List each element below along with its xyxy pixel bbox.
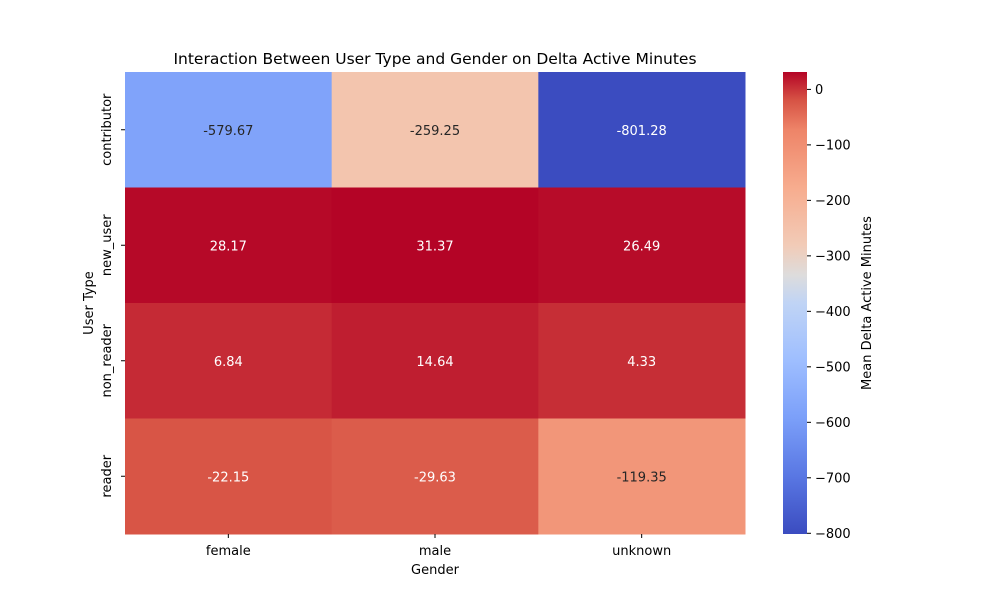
y-tick-label: reader [100,454,115,497]
heatmap-value-label: -579.67 [203,124,253,139]
heatmap-value-label: -801.28 [617,124,667,139]
heatmap-value-label: 4.33 [627,355,656,370]
colorbar-tick-label: 0 [815,83,823,98]
colorbar-tick-label: −500 [815,360,851,375]
heatmap-value-label: 14.64 [416,355,453,370]
colorbar-label: Mean Delta Active Minutes [860,216,875,390]
heatmap-cell [538,72,746,188]
y-tick-label: non_reader [100,323,115,397]
y-tick-label: contributor [100,93,115,166]
heatmap-cell [331,72,539,188]
heatmap-cell [125,72,333,188]
colorbar-tick-label: −600 [815,416,851,431]
heatmap-value-label: -22.15 [207,470,249,485]
heatmap-cell [125,187,333,304]
colorbar-tick-label: −200 [815,194,851,209]
colorbar-tick-label: −100 [815,138,851,153]
x-axis-ticks: female male unknown [206,534,671,559]
x-tick-label: female [206,544,251,559]
heatmap-cell [331,303,539,419]
heatmap-value-label: 31.37 [416,239,453,254]
heatmap-value-labels: -579.67 -259.25 -801.28 28.17 31.37 26.49 6.84… [203,124,667,486]
heatmap-value-label: -29.63 [414,470,456,485]
x-tick-label: male [419,544,451,559]
heatmap-cell [125,303,333,419]
heatmap-value-label: 28.17 [210,239,247,254]
heatmap-value-label: 6.84 [214,355,243,370]
heatmap-cell [538,418,746,535]
y-tick-label: new_user [100,214,115,276]
colorbar-ticks: 0 −100 −200 −300 −400 −500 −600 −700 −800 [807,83,851,542]
heatmap-cell [538,187,746,304]
x-axis-label: Gender [411,563,460,578]
colorbar-tick-label: −800 [815,527,851,542]
y-axis-label: User Type [82,271,97,335]
heatmap-value-label: 26.49 [623,239,660,254]
heatmap-cell [331,187,539,304]
colorbar-tick-label: −300 [815,249,851,264]
colorbar-tick-label: −400 [815,305,851,320]
heatmap-value-label: -259.25 [410,124,460,139]
colorbar-tick-label: −700 [815,471,851,486]
heatmap-cells [125,72,746,535]
heatmap-cell [538,303,746,419]
heatmap-cell [125,418,333,535]
heatmap-value-label: -119.35 [617,470,667,485]
x-tick-label: unknown [612,544,671,559]
colorbar [783,72,807,534]
chart-title: Interaction Between User Type and Gender… [173,50,696,68]
heatmap-cell [331,418,539,535]
